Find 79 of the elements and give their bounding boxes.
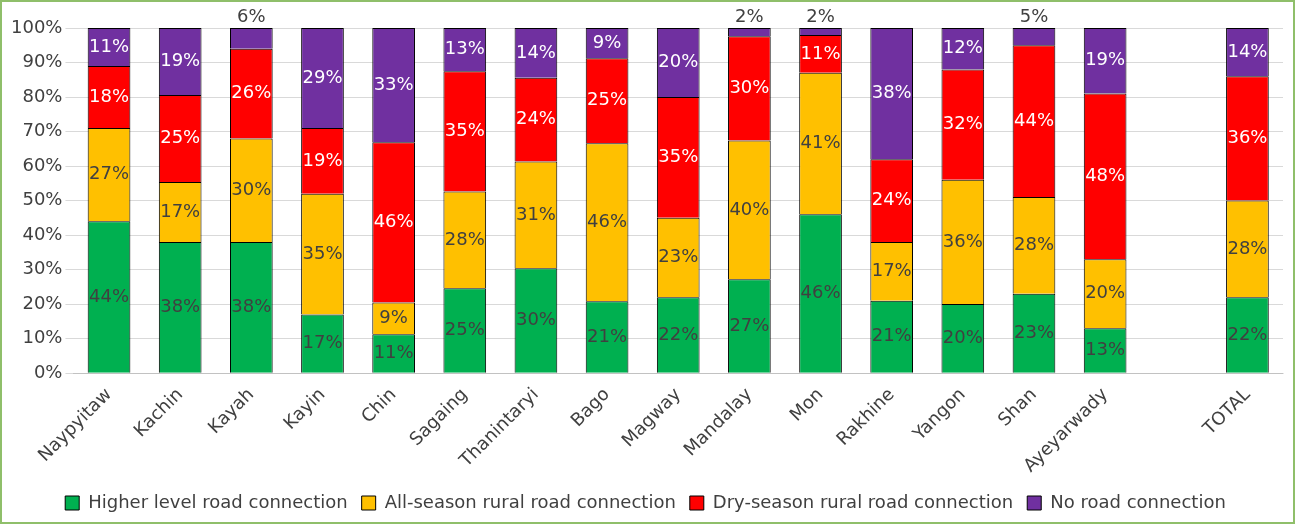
- data-label: 11%: [800, 41, 841, 63]
- data-label: 40%: [729, 197, 770, 219]
- y-tick-label: 40%: [22, 222, 63, 244]
- data-label: 28%: [1227, 236, 1268, 258]
- data-label: 35%: [444, 119, 485, 141]
- data-label: 30%: [515, 308, 556, 330]
- y-tick-label: 20%: [22, 291, 63, 313]
- legend-label: No road connection: [1050, 490, 1226, 512]
- data-label: 30%: [231, 177, 272, 199]
- data-label: 27%: [89, 162, 130, 184]
- data-label: 13%: [1085, 338, 1126, 360]
- data-label: 20%: [942, 326, 983, 348]
- y-tick-label: 100%: [10, 15, 63, 37]
- data-label: 27%: [729, 313, 770, 335]
- y-tick-label: 50%: [22, 188, 63, 210]
- data-label: 19%: [1085, 48, 1126, 70]
- y-tick-label: 10%: [22, 326, 63, 348]
- data-label: 29%: [302, 65, 343, 87]
- data-label: 24%: [871, 188, 912, 210]
- data-label: 36%: [1227, 126, 1268, 148]
- data-label: 44%: [89, 284, 130, 306]
- data-label: 33%: [373, 72, 414, 94]
- data-label: 25%: [160, 126, 201, 148]
- data-label: 30%: [729, 76, 770, 98]
- data-label: 22%: [658, 322, 699, 344]
- data-label: 21%: [871, 324, 912, 346]
- data-label: 22%: [1227, 322, 1268, 344]
- data-label: 35%: [658, 145, 699, 167]
- data-label: 2%: [806, 4, 835, 26]
- data-label: 41%: [800, 131, 841, 153]
- legend-label: Dry-season rural road connection: [712, 490, 1014, 512]
- data-label: 6%: [237, 4, 266, 26]
- data-label: 35%: [302, 241, 343, 263]
- data-label: 18%: [89, 84, 130, 106]
- y-tick-label: 80%: [22, 84, 63, 106]
- data-label: 46%: [587, 209, 628, 231]
- data-label: 14%: [515, 40, 556, 62]
- legend-label: Higher level road connection: [88, 490, 348, 512]
- data-label: 24%: [515, 107, 556, 129]
- y-tick-label: 70%: [22, 119, 63, 141]
- data-label: 46%: [373, 209, 414, 231]
- data-label: 19%: [160, 49, 201, 71]
- data-label: 5%: [1019, 4, 1049, 26]
- data-label: 28%: [444, 227, 485, 249]
- data-label: 25%: [587, 88, 628, 110]
- data-label: 32%: [942, 112, 983, 134]
- data-label: 13%: [444, 37, 485, 59]
- data-label: 23%: [658, 245, 699, 267]
- data-label: 25%: [444, 318, 485, 340]
- data-label: 38%: [231, 294, 272, 316]
- y-tick-label: 0%: [33, 360, 63, 382]
- data-label: 44%: [1013, 108, 1054, 130]
- data-label: 46%: [800, 281, 841, 303]
- data-label: 17%: [871, 258, 912, 280]
- data-label: 14%: [1227, 39, 1268, 61]
- data-label: 20%: [1085, 281, 1126, 303]
- data-label: 21%: [587, 324, 628, 346]
- data-label: 17%: [302, 331, 343, 353]
- legend-label: All-season rural road connection: [384, 490, 676, 512]
- data-label: 20%: [658, 50, 699, 72]
- data-label: 36%: [942, 229, 983, 251]
- data-label: 48%: [1085, 164, 1126, 186]
- data-label: 31%: [515, 202, 556, 224]
- data-label: 9%: [379, 305, 408, 327]
- data-label: 28%: [1013, 233, 1054, 255]
- data-label: 2%: [735, 4, 764, 26]
- data-label: 11%: [373, 341, 414, 363]
- data-label: 11%: [89, 34, 130, 56]
- y-tick-label: 90%: [22, 50, 63, 72]
- data-label: 19%: [302, 148, 343, 170]
- data-label: 26%: [231, 81, 272, 103]
- data-label: 12%: [942, 36, 983, 58]
- data-label: 38%: [160, 294, 201, 316]
- y-tick-label: 30%: [22, 257, 63, 279]
- data-label: 38%: [871, 81, 912, 103]
- y-tick-label: 60%: [22, 153, 63, 175]
- data-label: 17%: [160, 199, 201, 221]
- data-label: 9%: [592, 30, 622, 52]
- data-label: 23%: [1013, 320, 1054, 342]
